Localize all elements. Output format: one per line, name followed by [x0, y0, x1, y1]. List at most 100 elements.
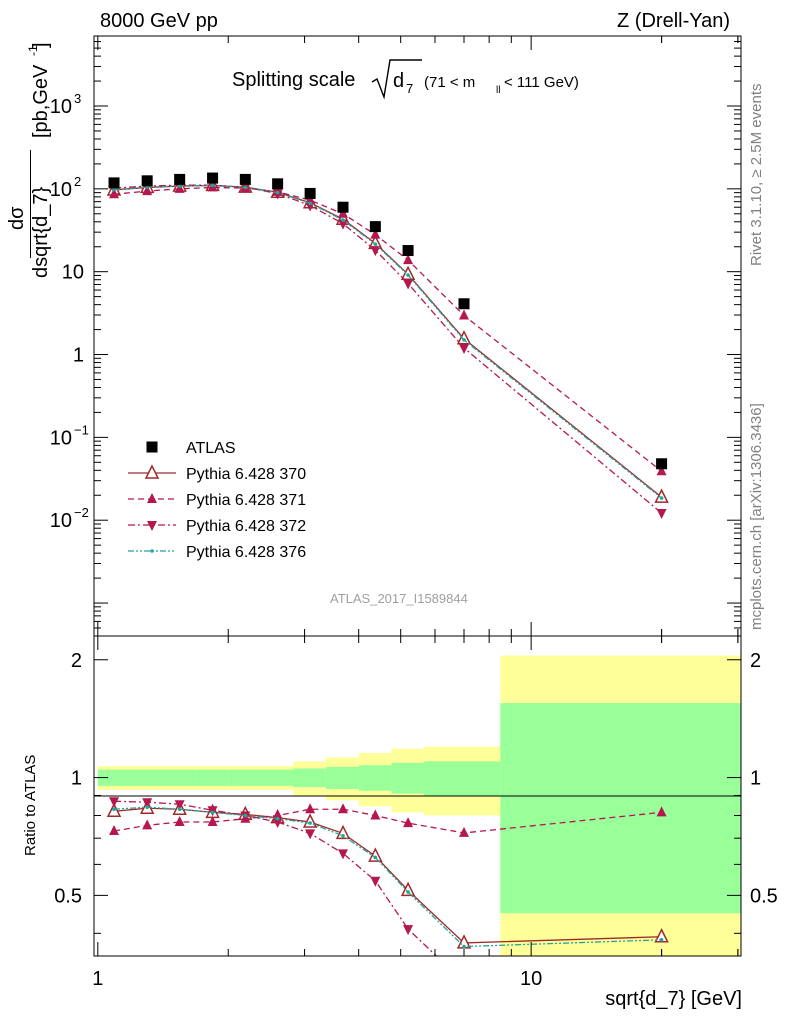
ratio-plot-frame	[93, 635, 742, 957]
data-point	[272, 809, 283, 820]
data-point	[147, 493, 157, 503]
data-point	[406, 890, 410, 894]
legend-label: Pythia 6.428 372	[186, 518, 306, 535]
data-point	[305, 829, 316, 840]
data-point	[112, 187, 116, 192]
legend-label: Pythia 6.428 370	[186, 466, 306, 483]
data-point	[147, 521, 157, 531]
y-tick-label-exponent: 2	[74, 174, 81, 189]
data-point	[174, 815, 185, 826]
title-range-right: < 111 GeV)	[504, 74, 579, 91]
legend-label: Pythia 6.428 371	[186, 492, 306, 509]
band-inner-bin	[500, 703, 741, 914]
data-point	[659, 938, 664, 942]
data-point	[112, 807, 116, 812]
data-point	[373, 855, 378, 860]
data-point	[308, 201, 312, 206]
data-point	[338, 803, 349, 814]
data-point	[656, 806, 667, 817]
mcplots-reference-label: mcplots.cern.ch [arXiv:1306.3436]	[748, 403, 765, 630]
data-point	[369, 221, 381, 233]
data-point	[341, 833, 345, 838]
data-point	[207, 172, 219, 184]
band-inner-bin	[293, 768, 326, 788]
data-point	[243, 813, 248, 818]
data-point	[659, 496, 664, 500]
ratio-y-tick-label-left: 0.5	[54, 885, 82, 907]
title-subscript: 7	[406, 81, 413, 96]
series-data	[108, 172, 668, 470]
data-point	[370, 876, 381, 887]
data-point	[142, 798, 153, 809]
analysis-id: ATLAS_2017_I1589844	[330, 591, 468, 606]
main-series-layer	[106, 172, 669, 520]
y-tick-label-exponent: −1	[74, 422, 89, 437]
data-point	[403, 254, 414, 265]
data-point	[400, 881, 416, 897]
data-point	[370, 809, 381, 820]
data-point	[142, 819, 153, 830]
data-point	[370, 246, 381, 257]
data-point	[403, 817, 414, 828]
data-point	[210, 183, 215, 188]
legend-entry: Pythia 6.428 376	[128, 544, 306, 561]
ratio-y-tick-label-right: 0.5	[750, 885, 778, 907]
legend-entry: Pythia 6.428 372	[128, 518, 306, 535]
title-main: Splitting scale	[232, 69, 355, 91]
data-point	[368, 847, 383, 862]
process-label: Z (Drell-Yan)	[617, 10, 730, 32]
data-point	[275, 816, 280, 821]
series-line	[113, 184, 662, 499]
data-point	[109, 797, 120, 808]
data-point	[403, 279, 414, 290]
series-line	[113, 184, 662, 514]
ratio-series-py371	[109, 803, 667, 837]
plot-title: Splitting scale d 7 (71 < m ll < 111 GeV…	[232, 59, 579, 100]
legend-entry: ATLAS	[146, 440, 236, 457]
data-point	[402, 245, 414, 257]
band-inner-bin	[97, 769, 131, 786]
data-point	[108, 177, 120, 189]
data-point	[459, 309, 470, 320]
ratio-y-tick-label-right: 2	[750, 650, 761, 672]
ratio-y-tick-label-left: 2	[71, 650, 82, 672]
y-tick-label-exponent: −2	[74, 505, 89, 520]
y-axis-fraction-bar	[30, 150, 31, 258]
ratio-line	[113, 808, 662, 834]
rivet-version-label: Rivet 3.1.10, ≥ 2.5M events	[748, 83, 765, 267]
data-point	[459, 343, 470, 354]
data-point	[243, 185, 248, 190]
y-tick-label: 10	[50, 179, 72, 201]
legend: ATLAS Pythia 6.428 370 Pythia 6.428 371 Pyt…	[128, 440, 306, 561]
data-point	[304, 187, 316, 199]
data-point	[406, 273, 410, 277]
data-point	[150, 549, 154, 553]
data-point	[272, 178, 284, 190]
ratio-line	[113, 806, 662, 948]
ratio-y-axis-label: Ratio to ATLAS	[22, 754, 39, 856]
y-axis-label-numerator: dσ	[6, 206, 28, 230]
data-point	[239, 173, 251, 185]
band-inner-bin	[358, 765, 392, 791]
band-inner-bin	[162, 769, 196, 786]
data-point	[370, 228, 381, 239]
data-point	[337, 201, 349, 213]
title-symbol: d	[393, 70, 404, 92]
band-inner-bin	[130, 769, 163, 786]
data-point	[335, 824, 351, 840]
y-tick-label: 10	[50, 96, 72, 118]
y-axis-label-denominator: dsqrt{d_7}	[30, 186, 52, 278]
ratio-series-py376	[112, 805, 664, 949]
data-point	[144, 464, 160, 479]
data-point	[338, 207, 349, 218]
data-point	[308, 821, 312, 825]
data-point	[305, 803, 316, 814]
data-point	[656, 509, 667, 520]
legend-entry: Pythia 6.428 370	[128, 464, 306, 483]
y-tick-label: 10	[50, 427, 72, 449]
ratio-series-group	[106, 797, 669, 956]
ratio-y-tick-label-left: 1	[71, 768, 82, 790]
data-point	[145, 805, 149, 810]
